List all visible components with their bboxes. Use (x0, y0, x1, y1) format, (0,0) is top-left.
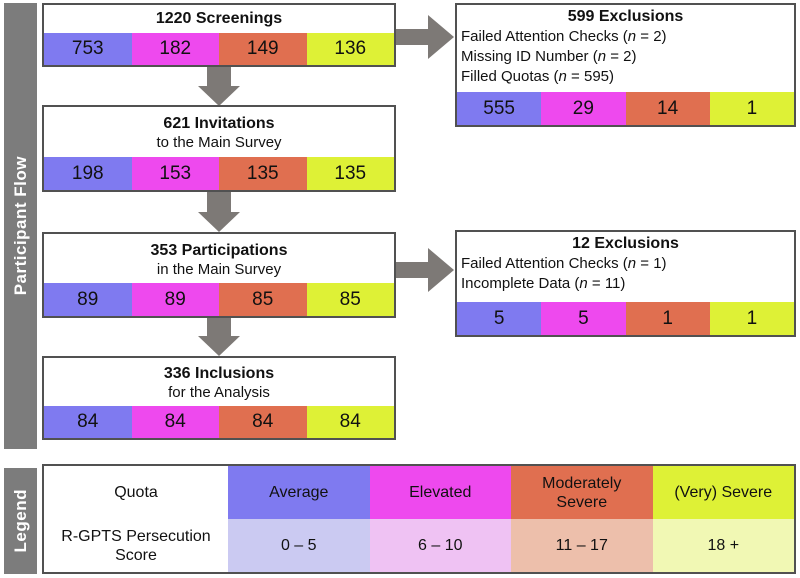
legend-range-average: 0 – 5 (228, 519, 370, 572)
legend-sidebar: Legend (4, 468, 37, 574)
inclusions-bar: 84 84 84 84 (44, 406, 394, 438)
screenings-box: 1220 Screenings 753 182 149 136 (42, 3, 396, 67)
participations-subtitle: in the Main Survey (156, 261, 282, 278)
bar-cell-moderately-severe: 84 (219, 406, 307, 438)
legend-quota-moderately-severe: Moderately Severe (511, 466, 653, 519)
screening-exclusions-bar: 555 29 14 1 (457, 92, 794, 125)
exclusion-reason: Filled Quotas (n = 595) (461, 68, 615, 85)
participation-exclusions-bar: 5 5 1 1 (457, 302, 794, 335)
arrow-down-icon (198, 86, 240, 106)
screenings-title: 1220 Screenings (155, 10, 283, 27)
screening-exclusions-box: 599 Exclusions Failed Attention Checks (… (455, 3, 796, 127)
bar-cell-average: 555 (457, 92, 542, 125)
exclusion-reason: Incomplete Data (n = 11) (461, 275, 626, 292)
arrow-down-icon (207, 315, 231, 336)
screenings-bar: 753 182 149 136 (44, 33, 394, 65)
bar-cell-elevated: 29 (541, 92, 626, 125)
arrow-down-icon (207, 190, 231, 212)
participant-flow-sidebar: Participant Flow (4, 3, 37, 449)
bar-cell-average: 84 (44, 406, 132, 438)
exclusion-reason: Missing ID Number (n = 2) (461, 48, 637, 65)
invitations-box: 621 Invitations to the Main Survey 198 1… (42, 105, 396, 192)
arrow-right-icon (396, 262, 428, 278)
legend-table: Quota Average Elevated Moderately Severe… (42, 464, 796, 574)
bar-cell-moderately-severe: 149 (219, 33, 307, 65)
bar-cell-average: 198 (44, 157, 132, 190)
legend-quota-row-label: Quota (44, 466, 228, 519)
bar-cell-very-severe: 135 (306, 157, 394, 190)
bar-cell-elevated: 182 (131, 33, 219, 65)
legend-label: Legend (10, 489, 30, 553)
inclusions-subtitle: for the Analysis (168, 384, 270, 401)
arrow-right-icon (396, 29, 428, 45)
bar-cell-elevated: 153 (131, 157, 219, 190)
bar-cell-very-severe: 1 (709, 92, 794, 125)
bar-cell-moderately-severe: 1 (625, 302, 710, 335)
arrow-down-icon (198, 212, 240, 232)
exclusion-reason: Failed Attention Checks (n = 1) (461, 255, 667, 272)
legend-quota-elevated: Elevated (369, 466, 511, 519)
invitations-title: 621 Invitations (163, 115, 275, 132)
participation-exclusions-box: 12 Exclusions Failed Attention Checks (n… (455, 230, 796, 337)
invitations-bar: 198 153 135 135 (44, 157, 394, 190)
participations-bar: 89 89 85 85 (44, 283, 394, 316)
bar-cell-elevated: 84 (131, 406, 219, 438)
bar-cell-average: 5 (457, 302, 542, 335)
legend-score-row-label: R-GPTS Persecution Score (44, 519, 228, 572)
participation-exclusions-reasons: Failed Attention Checks (n = 1) Incomple… (457, 254, 794, 294)
arrow-down-icon (207, 65, 231, 86)
bar-cell-moderately-severe: 135 (219, 157, 307, 190)
screening-exclusions-reasons: Failed Attention Checks (n = 2) Missing … (457, 27, 794, 87)
bar-cell-average: 89 (44, 283, 132, 316)
participation-exclusions-title: 12 Exclusions (572, 235, 679, 252)
bar-cell-moderately-severe: 85 (219, 283, 307, 316)
bar-cell-elevated: 5 (541, 302, 626, 335)
inclusions-box: 336 Inclusions for the Analysis 84 84 84… (42, 356, 396, 440)
inclusions-title: 336 Inclusions (163, 365, 275, 382)
bar-cell-elevated: 89 (131, 283, 219, 316)
participant-flow-label: Participant Flow (10, 156, 30, 296)
bar-cell-average: 753 (44, 33, 132, 65)
arrow-right-icon (428, 15, 454, 59)
bar-cell-moderately-severe: 14 (625, 92, 710, 125)
arrow-right-icon (428, 248, 454, 292)
screening-exclusions-title: 599 Exclusions (567, 8, 684, 25)
bar-cell-very-severe: 136 (306, 33, 394, 65)
arrow-down-icon (198, 336, 240, 356)
bar-cell-very-severe: 85 (306, 283, 394, 316)
participations-box: 353 Participations in the Main Survey 89… (42, 232, 396, 318)
bar-cell-very-severe: 1 (709, 302, 794, 335)
exclusion-reason: Failed Attention Checks (n = 2) (461, 28, 667, 45)
legend-quota-average: Average (228, 466, 370, 519)
legend-range-very-severe: 18 + (652, 519, 794, 572)
legend-quota-very-severe: (Very) Severe (652, 466, 794, 519)
bar-cell-very-severe: 84 (306, 406, 394, 438)
participations-title: 353 Participations (150, 242, 288, 259)
legend-range-moderately-severe: 11 – 17 (511, 519, 653, 572)
invitations-subtitle: to the Main Survey (156, 134, 282, 151)
legend-range-elevated: 6 – 10 (369, 519, 511, 572)
